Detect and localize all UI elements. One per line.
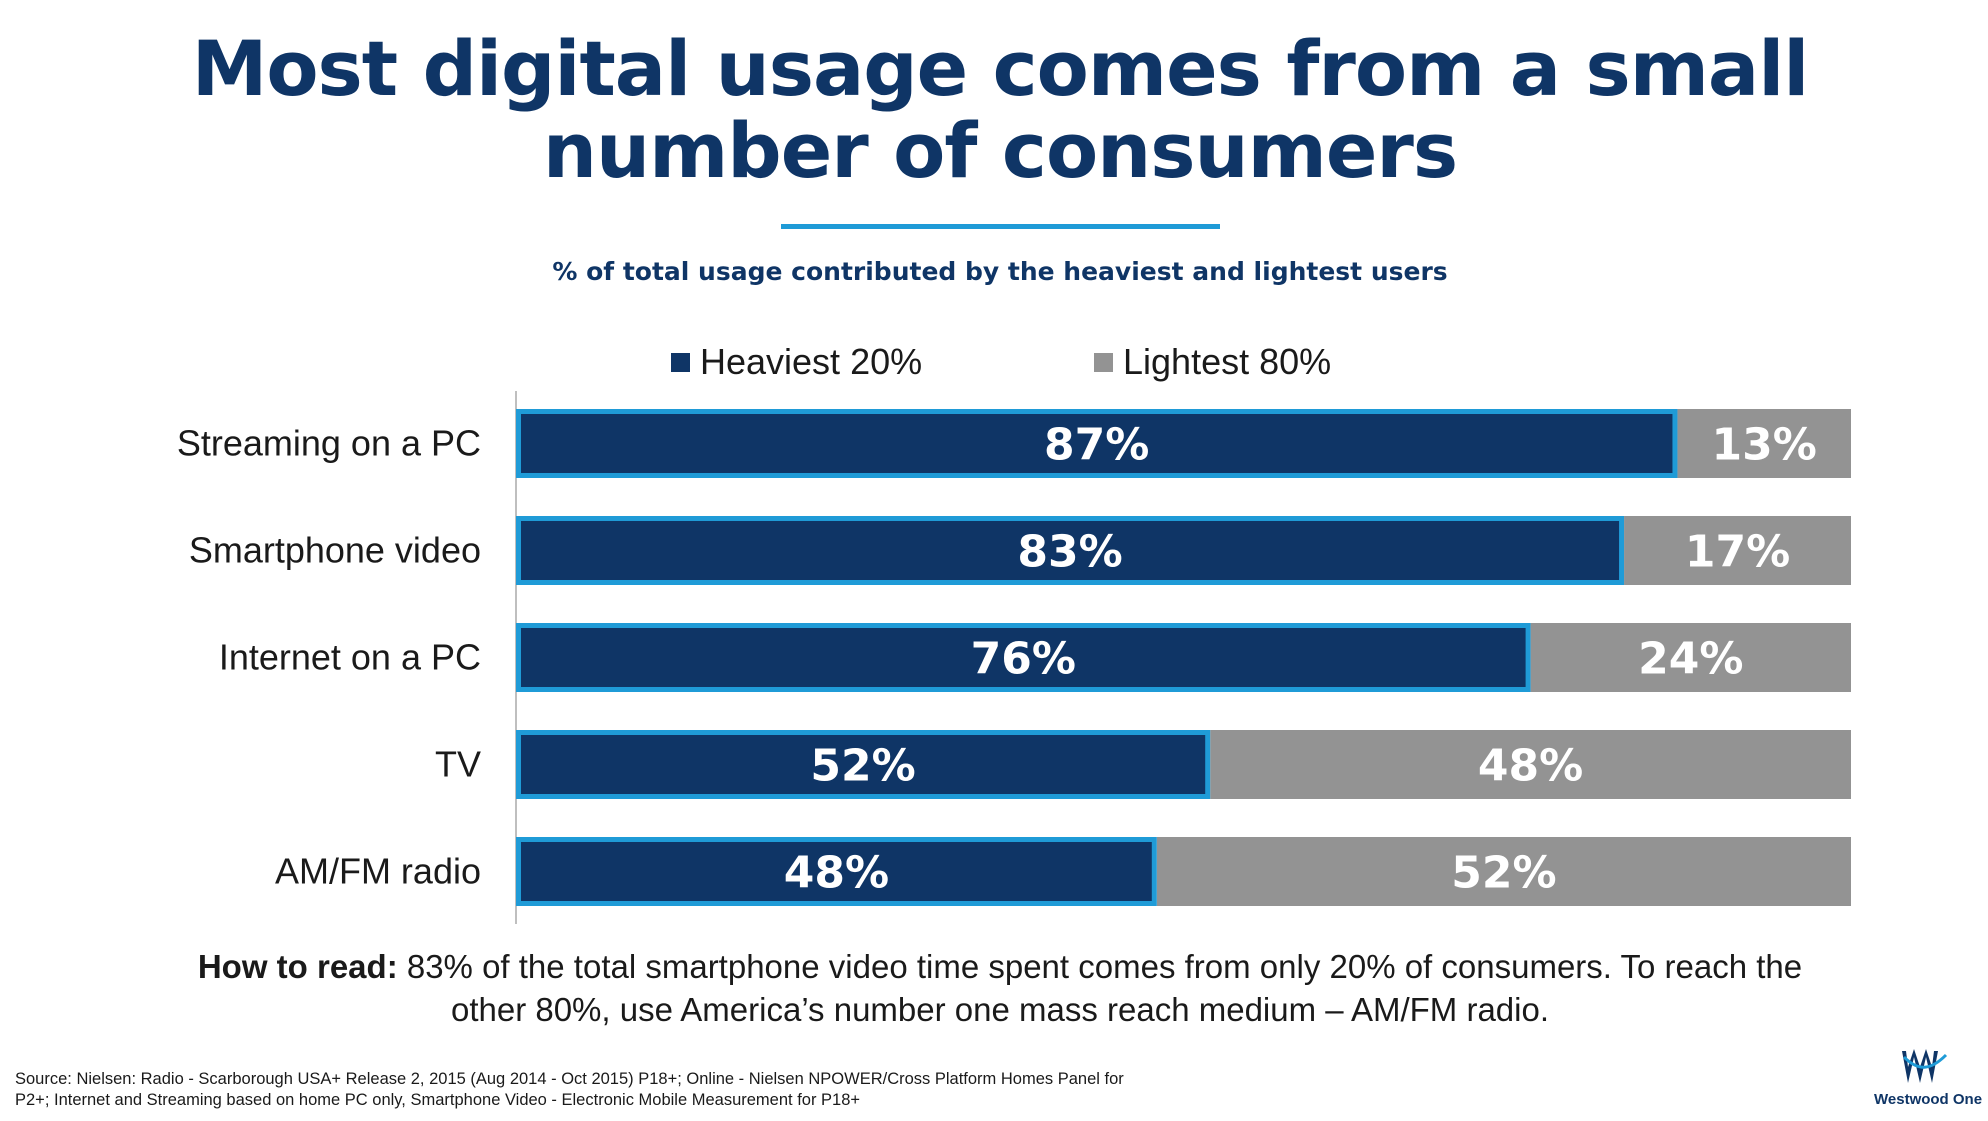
value-label-heaviest: 87% xyxy=(1044,420,1149,471)
legend-heaviest: Heaviest 20% xyxy=(671,340,922,384)
value-label-lightest: 13% xyxy=(1712,420,1817,471)
bar-heaviest xyxy=(516,409,1678,478)
bar-lightest xyxy=(1530,623,1851,692)
westwood-one-logo-icon xyxy=(1902,1049,1948,1083)
value-label-lightest: 48% xyxy=(1478,741,1583,792)
category-label: TV xyxy=(435,744,481,785)
chart-subtitle: % of total usage contributed by the heav… xyxy=(552,257,1448,286)
value-label-lightest: 24% xyxy=(1638,634,1743,685)
source-line-1: Source: Nielsen: Radio - Scarborough USA… xyxy=(15,1070,1124,1088)
bar-lightest xyxy=(1156,837,1851,906)
bar-heaviest xyxy=(516,837,1157,906)
title-line-2: number of consumers xyxy=(542,106,1458,195)
category-label: Smartphone video xyxy=(189,530,481,571)
bar-heaviest xyxy=(516,516,1625,585)
title-line-1: Most digital usage comes from a small xyxy=(191,24,1810,113)
legend-label-lightest: Lightest 80% xyxy=(1123,341,1332,382)
source-note: Source: Nielsen: Radio - Scarborough USA… xyxy=(15,1069,1295,1111)
value-label-lightest: 52% xyxy=(1451,848,1556,899)
bar-heaviest xyxy=(516,730,1211,799)
logo-text: Westwood One xyxy=(1874,1091,1983,1108)
page-title: Most digital usage comes from a small nu… xyxy=(0,28,1988,192)
value-label-lightest: 17% xyxy=(1685,527,1790,578)
how-to-read: How to read: 83% of the total smartphone… xyxy=(100,945,1900,1031)
legend-label-heaviest: Heaviest 20% xyxy=(700,341,923,382)
category-label: Streaming on a PC xyxy=(177,423,481,464)
value-label-heaviest: 48% xyxy=(784,848,889,899)
how-to-read-line-2: other 80%, use America’s number one mass… xyxy=(450,991,1550,1028)
legend-swatch-lightest xyxy=(1094,352,1113,372)
source-line-2: P2+; Internet and Streaming based on hom… xyxy=(15,1091,861,1109)
how-to-read-line-1: 83% of the total smartphone video time s… xyxy=(397,948,1803,985)
bar-heaviest xyxy=(516,623,1531,692)
title-divider xyxy=(781,224,1220,229)
legend-lightest: Lightest 80% xyxy=(1094,340,1331,384)
category-label: Internet on a PC xyxy=(219,637,481,678)
value-label-heaviest: 76% xyxy=(971,634,1076,685)
category-label: AM/FM radio xyxy=(275,851,481,892)
westwood-one-logo: Westwood One xyxy=(1874,1047,1983,1113)
bar-lightest xyxy=(1677,409,1851,478)
stacked-bar-chart: Streaming on a PC 87% 13% Smartphone video 8… xyxy=(177,391,1851,924)
legend-swatch-heaviest xyxy=(671,352,690,372)
value-label-heaviest: 83% xyxy=(1017,527,1122,578)
bar-lightest xyxy=(1624,516,1851,585)
value-label-heaviest: 52% xyxy=(810,741,915,792)
how-to-read-label: How to read: xyxy=(197,948,398,985)
bar-lightest xyxy=(1210,730,1851,799)
